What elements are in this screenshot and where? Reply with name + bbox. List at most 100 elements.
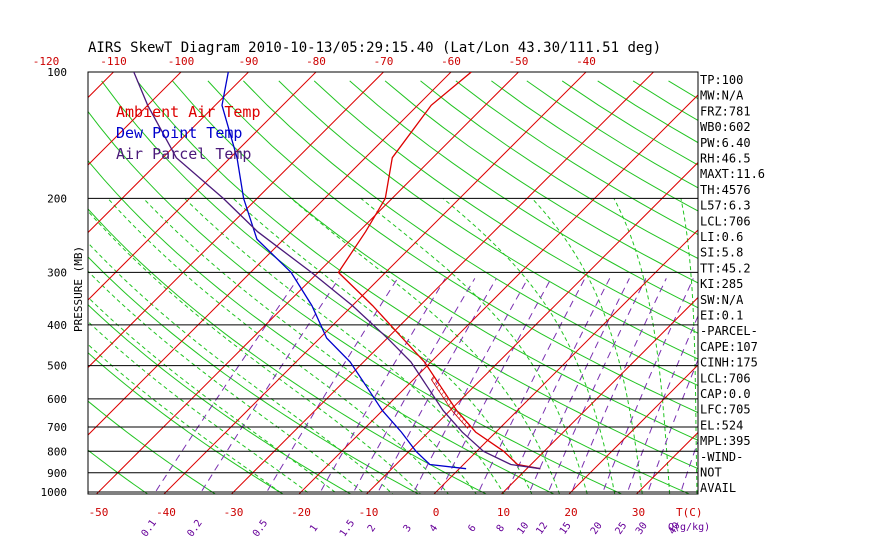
pressure-tick-label: 600 <box>47 393 67 406</box>
bottom-temp-tick-label: -40 <box>156 506 176 519</box>
legend-dew-point-temp: Dew Point Temp <box>116 124 242 142</box>
mixing-ratio-line <box>505 278 611 494</box>
pressure-tick-label: 200 <box>47 192 67 205</box>
moist-adiabat <box>184 198 505 494</box>
moist-adiabat <box>232 198 533 494</box>
stability-index-value: AVAIL <box>700 481 736 495</box>
stability-index-value: TT:45.2 <box>700 261 751 275</box>
mixing-ratio-line <box>626 314 698 494</box>
dry-adiabat <box>207 80 698 414</box>
mixing-ratio-line <box>601 278 694 494</box>
stability-index-value: WB0:602 <box>700 120 751 134</box>
mixing-ratio-label: 3 <box>402 523 414 534</box>
isotherm <box>298 94 698 494</box>
stability-index-value: L57:6.3 <box>700 199 751 213</box>
mixing-ratio-line <box>318 278 446 494</box>
dry-adiabat <box>632 80 698 122</box>
mixing-ratio-label: 25 <box>614 520 630 536</box>
isotherm <box>88 72 250 234</box>
mixing-ratio-label: 1.5 <box>338 518 357 539</box>
dry-adiabat <box>136 80 698 470</box>
top-temp-tick-label: -60 <box>441 55 461 68</box>
mixing-ratio-label: 6 <box>466 523 478 534</box>
top-temp-tick-label: -90 <box>239 55 259 68</box>
bottom-temp-tick-label: 30 <box>632 506 645 519</box>
bottom-temp-tick-label: -30 <box>224 506 244 519</box>
pressure-tick-label: 900 <box>47 467 67 480</box>
mixing-ratio-line <box>264 278 399 494</box>
pressure-tick-label: 700 <box>47 421 67 434</box>
isotherm <box>433 229 698 494</box>
stability-index-value: TH:4576 <box>700 183 751 197</box>
dry-adiabat <box>243 80 698 387</box>
mixing-ratio-label: 15 <box>558 520 574 536</box>
ambient-air-temp-profile <box>337 72 541 470</box>
bottom-temp-tick-label: -50 <box>89 506 109 519</box>
plot-frame <box>87 71 699 495</box>
mixing-ratio-label: 8 <box>495 523 507 534</box>
dry-adiabat <box>88 304 352 494</box>
mixing-ratio-label: 1 <box>308 523 320 534</box>
top-temp-tick-label: -80 <box>306 55 326 68</box>
isotherm <box>88 72 317 301</box>
top-temp-tick-label: -40 <box>576 55 596 68</box>
mixing-ratio-label: 10 <box>516 520 532 536</box>
dry-adiabat <box>349 80 698 309</box>
dry-adiabat <box>101 80 691 494</box>
dry-adiabat <box>668 80 698 100</box>
stability-index-value: SW:N/A <box>700 293 744 307</box>
pressure-tick-label: 400 <box>47 319 67 332</box>
isotherm <box>568 364 698 494</box>
bottom-temp-tick-label: -10 <box>359 506 379 519</box>
legend-ambient-air-temp: Ambient Air Temp <box>116 103 261 121</box>
dry-adiabat <box>420 80 698 260</box>
dry-adiabat <box>313 80 698 334</box>
mixing-ratio-unit-label: Q(g/kg) <box>668 522 710 533</box>
mixing-ratio-line <box>412 278 529 494</box>
stability-index-value: LCL:706 <box>700 371 751 385</box>
top-temp-tick-label: -120 <box>33 55 60 68</box>
isotherm <box>765 53 870 501</box>
dry-adiabat <box>278 80 698 360</box>
stability-index-value: KI:285 <box>700 277 743 291</box>
top-temp-tick-label: -70 <box>374 55 394 68</box>
stability-index-value: SI:5.8 <box>700 246 743 260</box>
stability-index-value: -PARCEL- <box>700 324 758 338</box>
moist-adiabat <box>531 198 643 494</box>
pressure-axis-label: PRESSURE (MB) <box>72 246 85 332</box>
mixing-ratio-line <box>546 278 647 494</box>
moist-adiabat <box>88 242 394 494</box>
bottom-temp-tick-label: 20 <box>564 506 577 519</box>
moist-adiabat <box>442 198 616 494</box>
stability-index-value: MW:N/A <box>700 89 744 103</box>
moist-adiabat <box>88 296 339 494</box>
dry-adiabat <box>88 449 149 494</box>
dry-adiabat <box>88 352 285 494</box>
stability-index-value: CAPE:107 <box>700 340 758 354</box>
moist-adiabat <box>88 270 366 494</box>
pressure-tick-label: 300 <box>47 266 67 279</box>
mixing-ratio-line <box>376 278 497 494</box>
moist-adiabat <box>290 198 561 494</box>
stability-index-value: FRZ:781 <box>700 104 751 118</box>
mixing-ratio-line <box>153 278 299 494</box>
moist-adiabat <box>143 198 477 494</box>
moist-adiabat <box>88 320 311 494</box>
dry-adiabat <box>491 80 698 212</box>
mixing-ratio-label: 20 <box>589 520 605 536</box>
isotherm <box>832 53 870 501</box>
isotherm <box>88 72 182 166</box>
dry-adiabat <box>88 159 556 494</box>
top-temp-tick-label: -110 <box>100 55 127 68</box>
pressure-tick-label: 500 <box>47 360 67 373</box>
dry-adiabat <box>384 80 698 284</box>
top-temp-tick-label: -50 <box>509 55 529 68</box>
dry-adiabat <box>88 110 623 494</box>
pressure-tick-label: 800 <box>47 445 67 458</box>
isotherm <box>88 72 385 369</box>
dry-adiabat <box>88 208 488 494</box>
stability-index-value: CAP:0.0 <box>700 387 751 401</box>
stability-index-value: TP:100 <box>700 73 743 87</box>
